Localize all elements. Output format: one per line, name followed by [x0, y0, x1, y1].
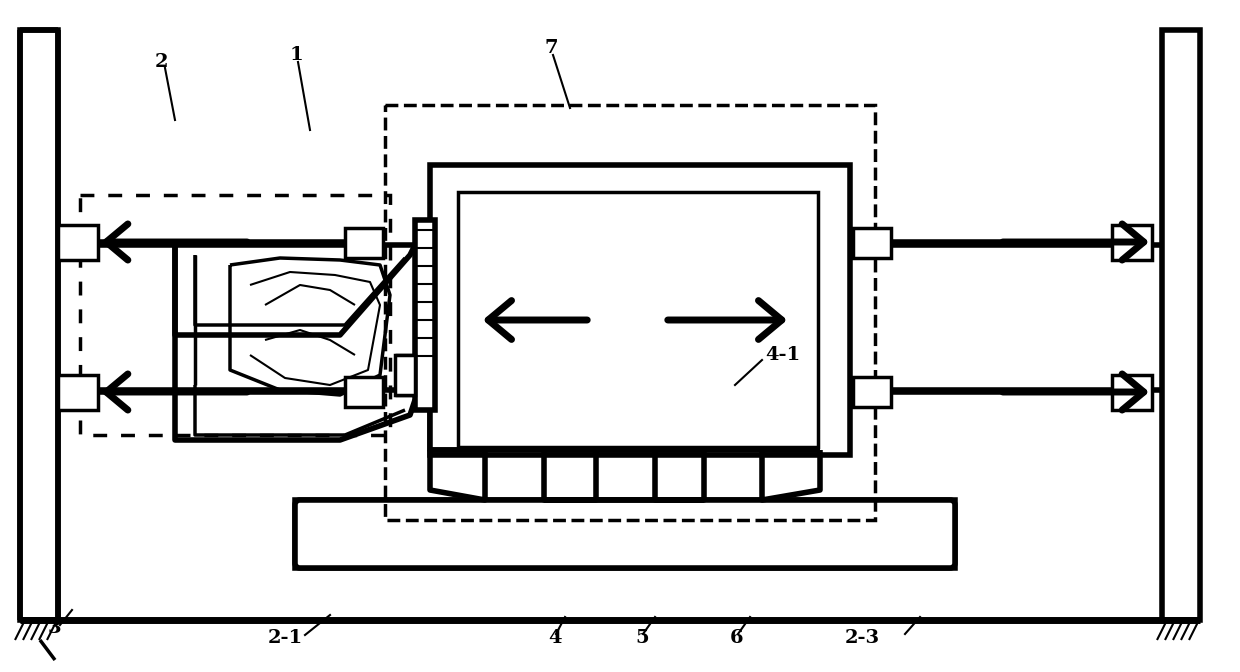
Bar: [20, 30, 58, 620]
Bar: [458, 192, 818, 447]
Text: 5: 5: [635, 629, 649, 647]
Bar: [345, 228, 383, 258]
Text: 3: 3: [48, 619, 62, 637]
Bar: [1112, 225, 1152, 260]
Bar: [396, 355, 415, 395]
Text: 7: 7: [546, 39, 558, 57]
Text: 4-1: 4-1: [765, 346, 800, 364]
Text: 6: 6: [730, 629, 744, 647]
Bar: [1162, 30, 1200, 620]
Text: 4: 4: [548, 629, 562, 647]
Polygon shape: [763, 450, 820, 500]
Text: 2-1: 2-1: [268, 629, 304, 647]
Text: 2-3: 2-3: [844, 629, 880, 647]
Bar: [58, 375, 98, 410]
Bar: [384, 105, 875, 520]
Bar: [853, 228, 892, 258]
Bar: [853, 377, 892, 407]
Bar: [1112, 375, 1152, 410]
Bar: [345, 377, 383, 407]
Text: 1: 1: [290, 46, 304, 64]
Polygon shape: [430, 450, 485, 500]
Bar: [430, 165, 849, 455]
Polygon shape: [544, 450, 704, 500]
FancyBboxPatch shape: [295, 500, 955, 568]
Bar: [295, 500, 955, 568]
Text: 2: 2: [155, 53, 169, 71]
Bar: [81, 195, 391, 435]
Bar: [58, 225, 98, 260]
Bar: [415, 220, 435, 410]
